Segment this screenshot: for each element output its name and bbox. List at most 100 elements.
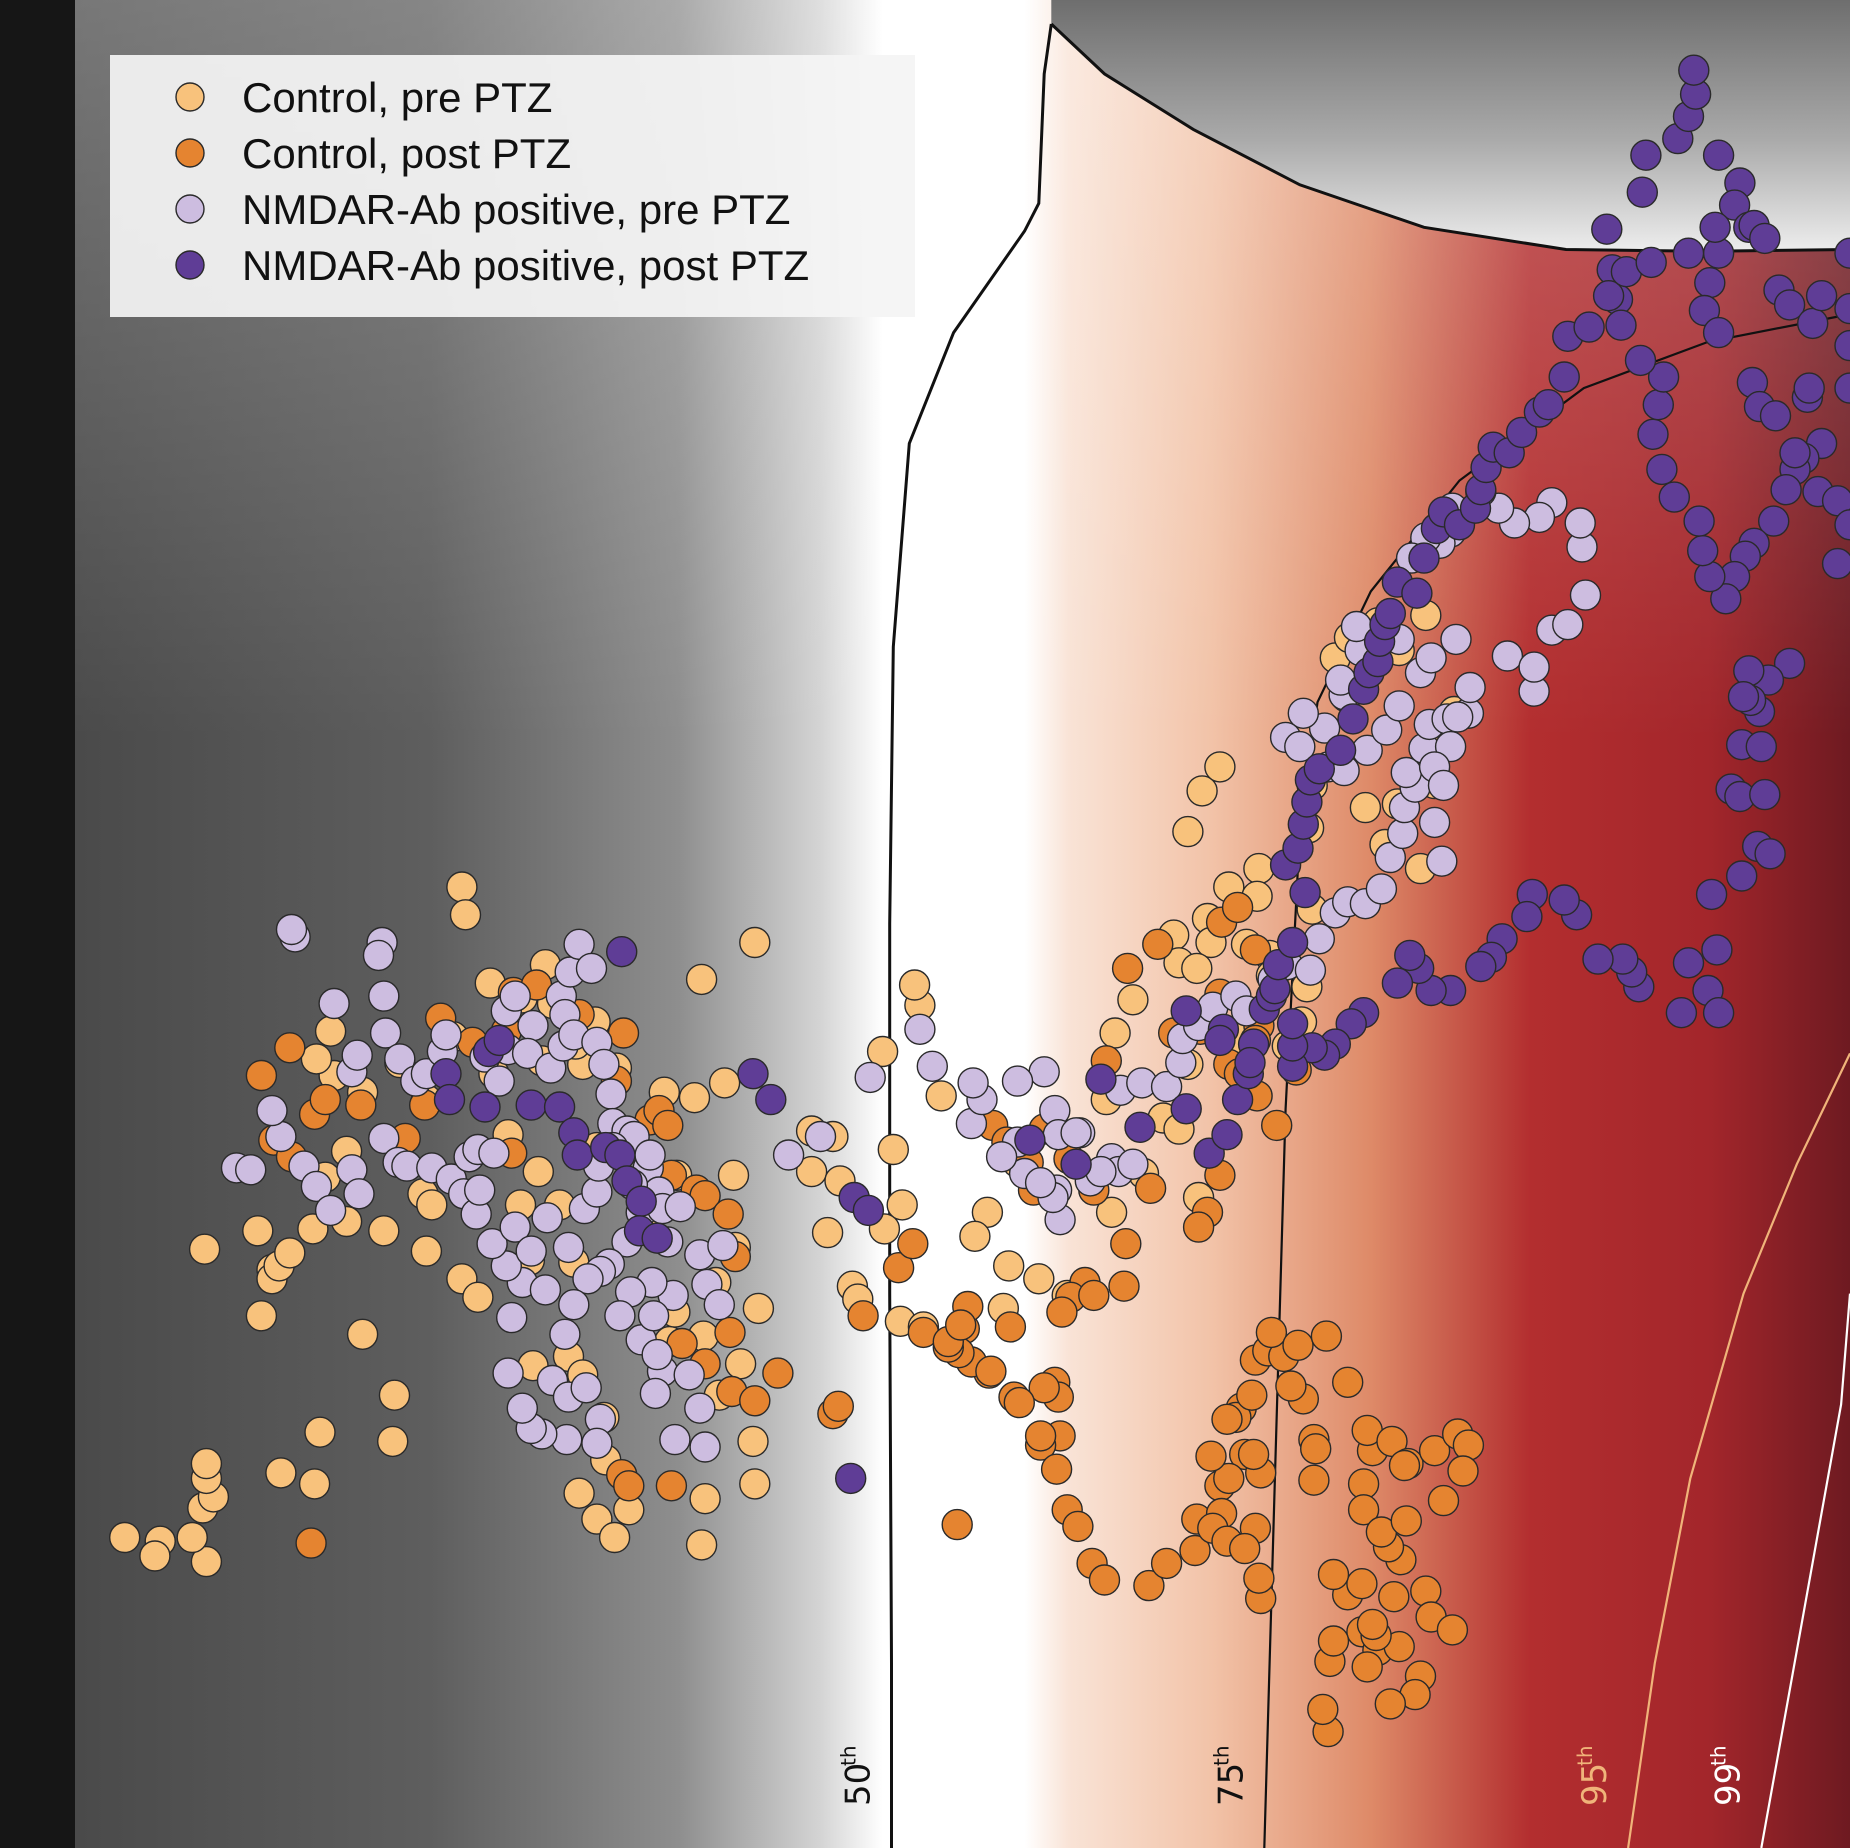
data-point <box>1426 845 1458 877</box>
data-point <box>822 1390 854 1423</box>
series-4 <box>430 54 1850 1495</box>
data-point <box>245 1300 278 1332</box>
data-point <box>1834 329 1850 362</box>
data-point <box>108 1521 141 1554</box>
data-point <box>811 1216 844 1249</box>
contour-label-text: 75 <box>1211 1763 1251 1806</box>
data-point <box>1303 923 1336 955</box>
data-point <box>1695 878 1728 911</box>
data-point <box>1243 852 1275 885</box>
data-point <box>1349 791 1382 824</box>
data-point <box>1331 1366 1364 1399</box>
data-point <box>886 1189 918 1221</box>
data-point <box>1346 1567 1378 1600</box>
data-point <box>739 1468 771 1500</box>
data-point <box>1179 1534 1211 1567</box>
data-point <box>295 1527 327 1559</box>
legend-label: Control, post PTZ <box>242 130 571 177</box>
data-point <box>1003 1386 1035 1419</box>
data-point <box>712 1198 744 1230</box>
data-point <box>1436 1614 1469 1646</box>
data-point <box>993 1250 1025 1282</box>
data-point <box>410 1235 443 1267</box>
data-point <box>558 1288 590 1321</box>
data-point <box>1289 876 1321 909</box>
data-point <box>916 1050 948 1083</box>
data-point <box>314 1194 347 1227</box>
data-point <box>1186 775 1218 807</box>
data-point <box>476 1227 508 1260</box>
data-point <box>1111 952 1144 985</box>
data-point <box>1821 547 1850 580</box>
data-point <box>664 1190 696 1223</box>
legend-marker <box>175 250 205 280</box>
data-point <box>1427 769 1460 802</box>
contour-label-suffix: th <box>837 1745 861 1766</box>
data-point <box>1182 1211 1215 1243</box>
data-point <box>1298 1464 1330 1496</box>
data-point <box>517 1009 549 1042</box>
data-point <box>1388 1449 1421 1482</box>
data-point <box>430 1057 462 1090</box>
data-point <box>904 1013 936 1046</box>
data-point <box>1276 1008 1309 1040</box>
data-point <box>300 1043 333 1075</box>
data-point <box>1635 246 1667 279</box>
data-point <box>975 1355 1007 1387</box>
data-point <box>430 1019 462 1051</box>
data-point <box>689 1482 721 1515</box>
data-point <box>1117 984 1149 1016</box>
data-point <box>1701 934 1733 966</box>
legend-box <box>110 55 915 317</box>
data-point <box>1699 211 1731 244</box>
data-point <box>345 1089 377 1121</box>
data-point <box>1511 900 1543 933</box>
data-point <box>1374 597 1407 630</box>
data-point <box>1702 997 1735 1029</box>
data-point <box>641 1338 673 1371</box>
data-point <box>369 1017 402 1049</box>
data-point <box>1770 474 1802 506</box>
data-point <box>1605 309 1637 341</box>
data-point <box>641 1222 673 1254</box>
data-point <box>300 1170 333 1203</box>
data-point <box>1117 1148 1149 1180</box>
data-point <box>945 1309 977 1341</box>
data-point <box>714 1316 746 1349</box>
data-point <box>1672 237 1705 269</box>
data-point <box>1647 361 1680 393</box>
data-point <box>483 1065 515 1097</box>
data-point <box>1150 1547 1183 1580</box>
data-point <box>572 1263 604 1295</box>
legend-marker <box>175 138 205 168</box>
data-point <box>1024 1166 1057 1199</box>
data-point <box>1014 1124 1046 1156</box>
data-point <box>882 1251 915 1284</box>
data-point <box>1658 481 1691 513</box>
data-point <box>1642 389 1675 421</box>
data-point <box>1299 1433 1332 1465</box>
contour-label-suffix: th <box>1706 1745 1730 1766</box>
data-point <box>1672 947 1705 979</box>
data-point <box>1133 1569 1165 1602</box>
data-point <box>1213 1462 1245 1495</box>
data-point <box>368 1215 400 1247</box>
data-point <box>1282 1329 1314 1362</box>
data-point <box>1317 1625 1350 1657</box>
data-point <box>1418 1434 1451 1467</box>
data-point <box>1805 280 1838 312</box>
data-point <box>1356 1608 1389 1641</box>
data-point <box>343 1178 375 1210</box>
data-point <box>625 1185 657 1217</box>
data-point <box>1023 1263 1055 1295</box>
contour-label-suffix: th <box>1209 1745 1233 1766</box>
data-point <box>1239 934 1272 966</box>
data-point <box>234 1154 267 1186</box>
data-point <box>1796 307 1829 340</box>
contour-label-suffix: th <box>1573 1745 1597 1766</box>
data-point <box>613 1470 645 1502</box>
data-point <box>552 1231 585 1264</box>
data-point <box>1347 1494 1380 1526</box>
data-point <box>469 1091 501 1123</box>
